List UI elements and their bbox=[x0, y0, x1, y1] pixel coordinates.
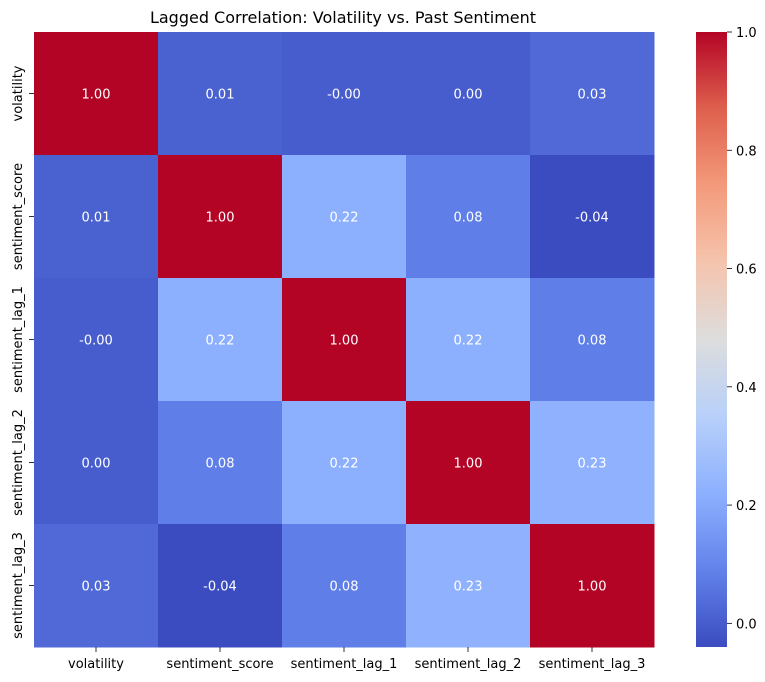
heatmap-cell bbox=[34, 155, 159, 279]
heatmap-cell bbox=[530, 278, 655, 402]
y-axis: volatility sentiment_score sentiment_lag_1… bbox=[11, 65, 34, 639]
heatmap-cell bbox=[158, 32, 283, 156]
heatmap-cell bbox=[406, 524, 531, 648]
cell-value-label: 0.08 bbox=[454, 211, 483, 226]
cell-value-label: 0.23 bbox=[578, 457, 607, 472]
heatmap-cell bbox=[282, 278, 407, 402]
cell-value-label: 0.00 bbox=[454, 88, 483, 103]
cell-value-label: 0.03 bbox=[82, 580, 111, 595]
cell-value-label: 0.03 bbox=[578, 88, 607, 103]
x-axis: volatility sentiment_score sentiment_lag_1… bbox=[68, 647, 645, 672]
heatmap-cell bbox=[406, 278, 531, 402]
heatmap-cell bbox=[406, 155, 531, 279]
heatmap-cell bbox=[530, 524, 655, 648]
x-tick-label: sentiment_lag_2 bbox=[415, 657, 522, 672]
heatmap-cells: 1.00 0.01 -0.00 0.00 0.03 0.01 1.00 0.22 0.08 -0.… bbox=[34, 32, 655, 648]
heatmap-cell bbox=[158, 155, 283, 279]
colorbar-tick-label: 0.8 bbox=[736, 144, 757, 159]
cell-value-label: 1.00 bbox=[578, 580, 607, 595]
chart-title: Lagged Correlation: Volatility vs. Past … bbox=[150, 8, 536, 27]
x-tick-label: sentiment_lag_3 bbox=[539, 657, 646, 672]
cell-value-label: 0.08 bbox=[330, 580, 359, 595]
cell-value-label: -0.04 bbox=[203, 580, 237, 595]
heatmap-cell bbox=[530, 155, 655, 279]
heatmap-cell bbox=[158, 524, 283, 648]
cell-value-label: 0.22 bbox=[330, 457, 359, 472]
cell-value-label: -0.00 bbox=[79, 334, 113, 349]
cell-value-label: -0.04 bbox=[575, 211, 609, 226]
colorbar-tick-label: 0.0 bbox=[736, 617, 757, 632]
heatmap-cell bbox=[530, 32, 655, 156]
y-tick-label: volatility bbox=[11, 65, 26, 121]
x-tick-label: volatility bbox=[68, 657, 124, 672]
heatmap-cell bbox=[34, 401, 159, 525]
cell-value-label: 0.01 bbox=[82, 211, 111, 226]
y-tick-label: sentiment_lag_3 bbox=[11, 532, 26, 639]
heatmap-cell bbox=[158, 278, 283, 402]
heatmap-cell bbox=[34, 32, 159, 156]
heatmap-cell bbox=[282, 155, 407, 279]
cell-value-label: 0.23 bbox=[454, 580, 483, 595]
colorbar-tick-label: 0.2 bbox=[736, 499, 757, 514]
cell-value-label: 0.22 bbox=[206, 334, 235, 349]
cell-value-label: 1.00 bbox=[82, 88, 111, 103]
colorbar-tick-label: 0.4 bbox=[736, 381, 757, 396]
heatmap-cell bbox=[34, 524, 159, 648]
heatmap-cell bbox=[282, 401, 407, 525]
heatmap-cell bbox=[34, 278, 159, 402]
colorbar-tick-label: 0.6 bbox=[736, 263, 757, 278]
heatmap-cell bbox=[158, 401, 283, 525]
colorbar-gradient bbox=[696, 32, 727, 647]
heatmap-cell bbox=[406, 32, 531, 156]
cell-value-label: 0.08 bbox=[578, 334, 607, 349]
y-tick-label: sentiment_score bbox=[11, 163, 26, 270]
x-tick-label: sentiment_score bbox=[166, 657, 273, 672]
cell-value-label: -0.00 bbox=[327, 88, 361, 103]
heatmap-cell bbox=[530, 401, 655, 525]
heatmap-cell bbox=[282, 524, 407, 648]
colorbar-tick-label: 1.0 bbox=[736, 26, 757, 41]
y-tick-label: sentiment_lag_2 bbox=[11, 409, 26, 516]
cell-value-label: 1.00 bbox=[330, 334, 359, 349]
heatmap-cell bbox=[282, 32, 407, 156]
cell-value-label: 1.00 bbox=[454, 457, 483, 472]
cell-value-label: 0.22 bbox=[330, 211, 359, 226]
colorbar: 0.0 0.2 0.4 0.6 0.8 1.0 bbox=[696, 26, 757, 647]
cell-value-label: 0.00 bbox=[82, 457, 111, 472]
y-tick-label: sentiment_lag_1 bbox=[11, 286, 26, 393]
x-tick-label: sentiment_lag_1 bbox=[291, 657, 398, 672]
cell-value-label: 1.00 bbox=[206, 211, 235, 226]
heatmap-cell bbox=[406, 401, 531, 525]
cell-value-label: 0.22 bbox=[454, 334, 483, 349]
cell-value-label: 0.08 bbox=[206, 457, 235, 472]
cell-value-label: 0.01 bbox=[206, 88, 235, 103]
